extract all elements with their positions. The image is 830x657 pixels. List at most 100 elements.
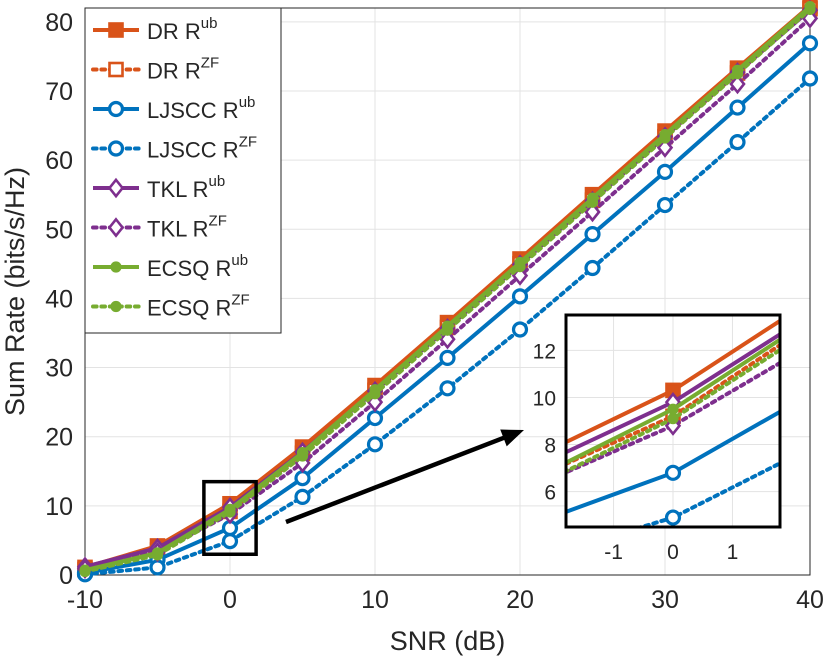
- legend-label: ECSQ Rub: [147, 252, 248, 281]
- y-tick-label: 70: [45, 78, 73, 106]
- inset-series-line: [566, 318, 780, 445]
- inset-series-6: [566, 337, 780, 465]
- legend-item: ECSQ Rub: [93, 252, 248, 281]
- legend-marker: [108, 61, 124, 78]
- inset-frame: [564, 313, 782, 529]
- series-3: [76, 70, 819, 583]
- series-2: [76, 35, 819, 582]
- inset-x-tick-label: 0: [667, 541, 679, 564]
- legend-label-base: ECSQ R: [147, 256, 231, 281]
- data-point: [79, 565, 91, 578]
- zoom-arrow-head: [500, 429, 524, 447]
- legend-marker: [108, 22, 124, 38]
- inset-series-7: [566, 347, 780, 474]
- y-tick-label: 30: [45, 355, 73, 383]
- legend-label-superscript: ub: [239, 94, 256, 111]
- legend-label-base: TKL R: [147, 177, 209, 202]
- data-point: [729, 73, 746, 95]
- y-tick-label: 60: [45, 147, 73, 175]
- inset-y-tick-label: 6: [544, 482, 556, 505]
- inset-x-tick-label: 1: [727, 541, 739, 564]
- x-tick-label: 30: [651, 586, 679, 614]
- data-point: [369, 388, 381, 400]
- legend-label-superscript: ZF: [239, 134, 257, 151]
- legend-label-base: DR R: [147, 19, 201, 44]
- inset-series-line: [566, 409, 780, 514]
- legend-marker: [107, 140, 125, 157]
- y-tick-label: 10: [45, 493, 73, 521]
- y-tick-label: 20: [45, 424, 73, 452]
- data-point: [441, 324, 454, 336]
- legend-label-base: TKL R: [147, 217, 209, 242]
- legend-item: TKL Rub: [93, 173, 225, 202]
- data-point: [801, 70, 819, 87]
- data-point: [729, 134, 746, 151]
- zoom-inset: -1 0 1 6 8 10 12: [533, 313, 782, 564]
- inset-data-point: [667, 403, 679, 415]
- data-point: [586, 196, 599, 208]
- legend-label-superscript: ub: [201, 15, 218, 32]
- inset-series-line: [566, 337, 780, 465]
- inset-series-line: [566, 331, 780, 455]
- data-point: [511, 288, 529, 305]
- legend-item: LJSCC RZF: [91, 134, 257, 163]
- x-tick-label: 0: [223, 586, 237, 614]
- legend-label-base: LJSCC R: [147, 138, 239, 163]
- legend-marker: [110, 261, 122, 273]
- series-7: [79, 3, 816, 578]
- legend-label: LJSCC RZF: [147, 134, 257, 163]
- y-tick-label: 80: [45, 9, 73, 37]
- inset-y-tick-label: 8: [544, 435, 556, 458]
- inset-series-2: [566, 409, 780, 514]
- legend-label-base: LJSCC R: [147, 98, 239, 123]
- legend-marker: [107, 177, 125, 199]
- data-point: [151, 549, 164, 561]
- data-point: [294, 470, 311, 487]
- legend-label-superscript: ZF: [201, 55, 219, 72]
- y-tick-label: 0: [59, 562, 73, 590]
- data-point: [801, 35, 819, 52]
- legend-item: DR Rub: [93, 15, 217, 44]
- legend-item: ECSQ RZF: [91, 292, 250, 321]
- inset-data-point: [664, 509, 682, 526]
- x-tick-label: -10: [67, 586, 103, 614]
- inset-y-tick-label: 12: [533, 340, 556, 363]
- data-point: [656, 196, 674, 214]
- x-tick-label: 40: [796, 586, 824, 614]
- data-point: [296, 450, 309, 462]
- legend-label: DR Rub: [147, 15, 217, 44]
- inset-data-point: [667, 413, 679, 425]
- data-point: [659, 132, 671, 144]
- inset-series: [566, 318, 780, 527]
- legend-label: DR RZF: [147, 55, 219, 84]
- legend-label-superscript: ZF: [209, 213, 227, 230]
- x-axis-label: SNR (dB): [390, 626, 506, 656]
- y-axis-label: Sum Rate (bits/s/Hz): [0, 167, 30, 416]
- data-point: [729, 99, 746, 116]
- x-tick-label: 20: [506, 586, 534, 614]
- legend-label: ECSQ RZF: [147, 292, 250, 321]
- y-tick-label: 40: [45, 285, 73, 313]
- inset-series-3: [634, 461, 780, 527]
- legend-item: DR RZF: [91, 55, 219, 84]
- data-point: [439, 349, 456, 366]
- data-point: [439, 380, 456, 397]
- x-tick-label: 10: [361, 586, 389, 614]
- data-point: [149, 559, 166, 576]
- legend-label: TKL RZF: [147, 213, 227, 242]
- legend-label: LJSCC Rub: [147, 94, 255, 123]
- legend-label-base: ECSQ R: [147, 296, 231, 321]
- data-point: [804, 3, 816, 15]
- legend-marker: [107, 100, 125, 118]
- legend-label: TKL Rub: [147, 173, 225, 202]
- data-point: [514, 261, 526, 273]
- data-point: [224, 506, 236, 518]
- y-tick-label: 50: [45, 216, 73, 244]
- legend-item: TKL RZF: [91, 213, 227, 242]
- legend-label-base: DR R: [147, 59, 201, 84]
- data-point: [294, 488, 311, 505]
- data-point: [366, 409, 384, 427]
- data-point: [584, 226, 601, 243]
